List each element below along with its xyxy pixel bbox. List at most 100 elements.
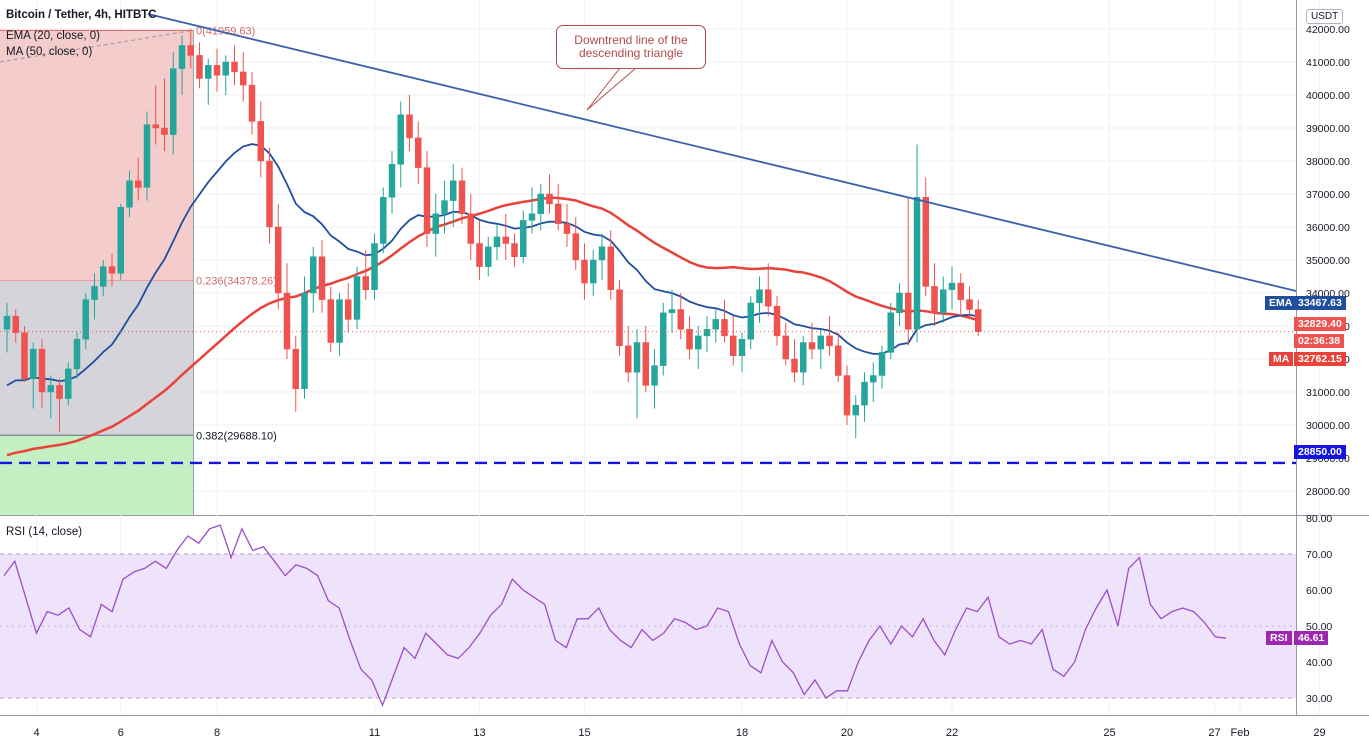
symbol-title: Bitcoin / Tether, 4h, HITBTC xyxy=(6,9,157,21)
candle-body xyxy=(397,114,404,165)
candle-body xyxy=(3,315,11,330)
currency-badge[interactable]: USDT xyxy=(1306,9,1344,24)
candle-body xyxy=(47,385,54,393)
ema-tag-name: EMA xyxy=(1265,296,1297,310)
ma50-line xyxy=(6,196,979,457)
rsi-tag-name: RSI xyxy=(1266,631,1292,645)
candle-body xyxy=(528,213,536,221)
price-tick-label: 37000.00 xyxy=(1306,189,1350,201)
candle-body xyxy=(511,243,518,257)
candle-body xyxy=(878,352,886,376)
rsi-tag-value: 46.61 xyxy=(1294,631,1329,645)
price-tick-label: 35000.00 xyxy=(1306,255,1350,267)
countdown-tag: 02:36:38 xyxy=(1294,334,1345,348)
time-tick-label: 22 xyxy=(946,727,958,739)
candle-body xyxy=(940,289,947,314)
candle-body xyxy=(677,309,684,330)
callout-pointer xyxy=(586,67,637,111)
time-tick-label: Feb xyxy=(1231,727,1250,739)
rsi-legend[interactable]: RSI (14, close) xyxy=(6,526,83,538)
fib-level-label: 0.236(34378.26) xyxy=(196,276,277,288)
candle-body xyxy=(406,114,413,139)
candle-body xyxy=(502,236,509,244)
price-tick-label: 39000.00 xyxy=(1306,123,1350,135)
candle-body xyxy=(730,335,737,356)
candle-body xyxy=(476,243,483,267)
candle-body xyxy=(135,180,142,188)
ema-legend[interactable]: EMA (20, close, 0) xyxy=(6,30,100,42)
candle-body xyxy=(310,256,317,294)
candle-body xyxy=(607,246,614,290)
candle-body xyxy=(415,137,422,168)
candle-body xyxy=(388,164,396,198)
drawings xyxy=(0,13,1297,465)
fib-anchor-line xyxy=(0,29,194,63)
candle-body xyxy=(441,200,448,215)
candle-body xyxy=(178,45,186,69)
candle-body xyxy=(222,61,229,76)
candle-body xyxy=(948,282,956,290)
candle-body xyxy=(931,286,938,314)
candle-body xyxy=(12,315,19,333)
candle-body xyxy=(546,193,553,205)
ema-tag-value: 33467.63 xyxy=(1294,296,1346,310)
candle-body xyxy=(686,329,693,350)
candle-body xyxy=(660,312,667,366)
price-tick-label: 42000.00 xyxy=(1306,24,1350,36)
candle-body xyxy=(957,282,964,300)
ema20-line xyxy=(6,143,979,387)
candle-body xyxy=(616,289,623,347)
price-tick-label: 28000.00 xyxy=(1306,486,1350,498)
time-tick-label: 11 xyxy=(369,727,380,739)
candle-body xyxy=(695,335,702,350)
candle-body xyxy=(738,338,746,356)
time-tick-label: 15 xyxy=(578,727,590,739)
candle-body xyxy=(651,365,658,386)
callout-line-1: Downtrend line of the xyxy=(574,33,688,47)
rsi-tick-label: 80.00 xyxy=(1306,513,1332,525)
candle-body xyxy=(30,348,37,380)
fib-zone-382-500 xyxy=(0,435,193,515)
candle-body xyxy=(143,124,151,188)
candle-body xyxy=(327,299,334,343)
candle-body xyxy=(555,203,562,224)
downtrend-callout: Downtrend line of the descending triangl… xyxy=(556,25,706,69)
candle-body xyxy=(345,299,352,320)
rsi-tick-label: 40.00 xyxy=(1306,657,1332,669)
price-tick-label: 36000.00 xyxy=(1306,222,1350,234)
rsi-line xyxy=(3,524,1227,707)
candle-body xyxy=(240,71,247,86)
candle-body xyxy=(800,342,807,373)
candle-body xyxy=(82,299,89,340)
time-tick-label: 13 xyxy=(473,727,485,739)
candle-body xyxy=(467,213,474,244)
candle-body xyxy=(362,276,369,290)
candle-body xyxy=(590,259,597,284)
candle-body xyxy=(170,68,177,135)
candle-body xyxy=(187,45,194,56)
candle-body xyxy=(213,65,221,76)
rsi-tick-label: 60.00 xyxy=(1306,585,1332,597)
candle-body xyxy=(782,335,789,360)
ma-legend[interactable]: MA (50, close, 0) xyxy=(6,46,93,58)
candle-body xyxy=(318,256,326,300)
candle-body xyxy=(721,319,728,337)
price-tick-label: 38000.00 xyxy=(1306,156,1350,168)
candle-body xyxy=(292,348,299,389)
price-tick-label: 40000.00 xyxy=(1306,90,1350,102)
rsi-tick-label: 70.00 xyxy=(1306,549,1332,561)
candle-body xyxy=(152,124,159,129)
candle-body xyxy=(432,213,439,234)
candle-body xyxy=(625,345,632,373)
candle-body xyxy=(485,246,492,267)
candle-body xyxy=(117,206,124,274)
candle-body xyxy=(353,276,361,320)
time-tick-label: 25 xyxy=(1103,727,1115,739)
candle-body xyxy=(126,180,133,208)
last-price-tag: 32829.40 xyxy=(1294,317,1346,331)
price-tick-label: 31000.00 xyxy=(1306,387,1350,399)
downtrend-line xyxy=(147,13,1297,292)
price-tick-label: 30000.00 xyxy=(1306,420,1350,432)
candle-body xyxy=(642,342,649,386)
